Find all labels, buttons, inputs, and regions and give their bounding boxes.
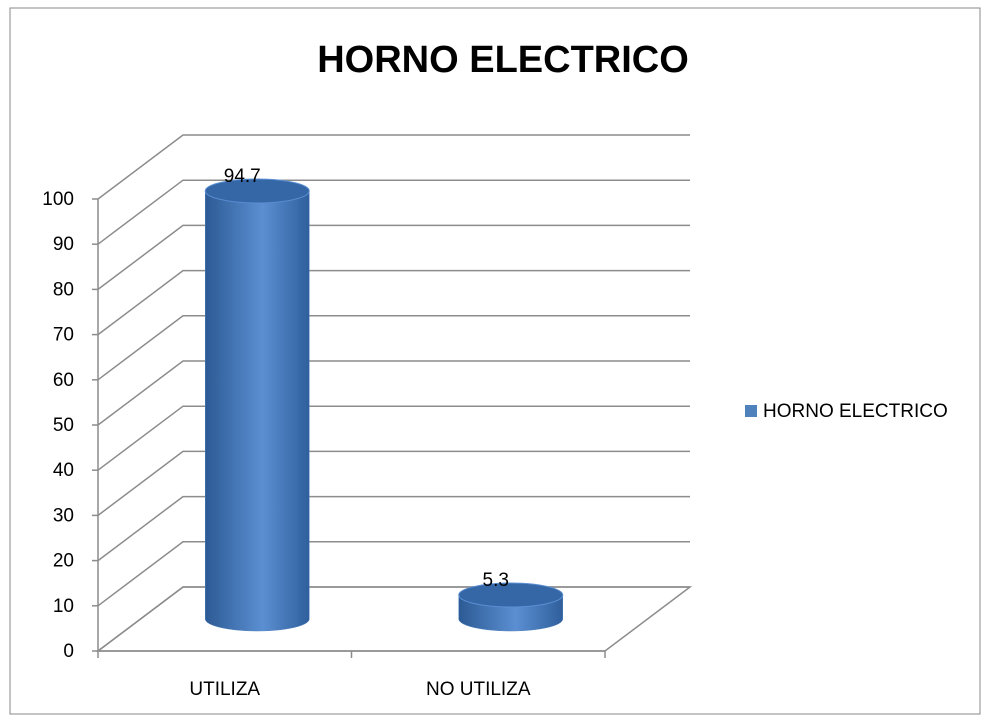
grid-line bbox=[97, 134, 690, 200]
data-label: 94.7 bbox=[224, 166, 261, 187]
legend-label: HORNO ELECTRICO bbox=[763, 401, 948, 422]
y-tick-label: 40 bbox=[53, 460, 74, 481]
bar-body bbox=[205, 190, 310, 632]
grid-line bbox=[97, 269, 690, 336]
y-tick-label: 70 bbox=[53, 325, 74, 346]
bar bbox=[458, 582, 564, 632]
y-tick-label: 50 bbox=[53, 415, 74, 436]
grid-line bbox=[97, 315, 690, 381]
legend-swatch bbox=[745, 405, 757, 417]
y-tick-label: 0 bbox=[63, 641, 74, 662]
data-label: 5.3 bbox=[483, 570, 509, 591]
grid-line bbox=[97, 541, 690, 607]
chart-title: HORNO ELECTRICO bbox=[317, 39, 689, 81]
bar-top bbox=[204, 178, 310, 204]
x-tick-label: NO UTILIZA bbox=[426, 679, 531, 700]
y-tick-label: 90 bbox=[53, 234, 74, 255]
y-tick-label: 100 bbox=[42, 189, 74, 210]
y-tick-label: 80 bbox=[53, 279, 74, 300]
grid-line bbox=[97, 179, 690, 245]
grid-line bbox=[97, 450, 690, 516]
grid-line bbox=[97, 224, 690, 290]
y-tick-label: 60 bbox=[53, 370, 74, 391]
x-tick-label: UTILIZA bbox=[189, 679, 260, 700]
bar-top bbox=[458, 582, 564, 608]
grid-line bbox=[97, 405, 690, 471]
y-tick-label: 10 bbox=[53, 596, 74, 617]
grid-line bbox=[97, 495, 690, 562]
bar bbox=[204, 178, 310, 632]
grid-line bbox=[97, 360, 690, 426]
y-tick-label: 30 bbox=[53, 505, 74, 526]
y-tick-label: 20 bbox=[53, 551, 74, 572]
